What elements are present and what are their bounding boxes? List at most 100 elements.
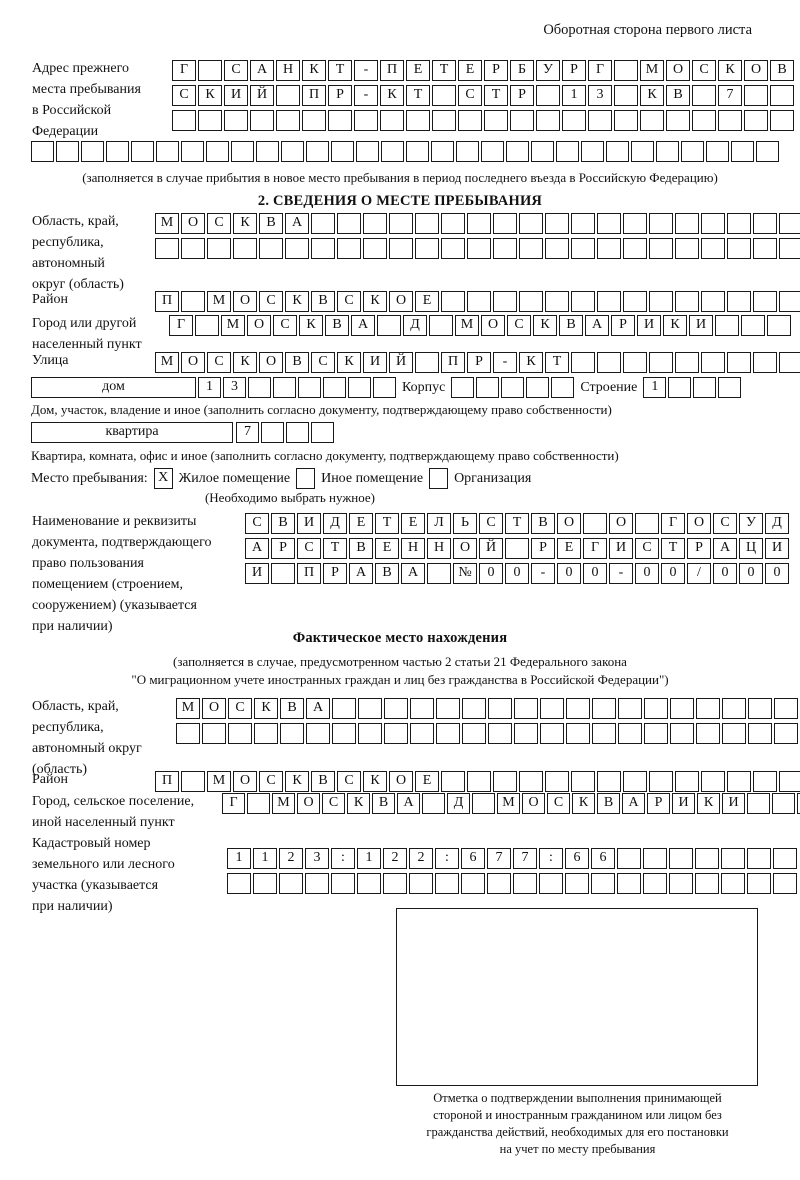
cell[interactable]: Р bbox=[531, 538, 555, 559]
cell[interactable]: К bbox=[663, 315, 687, 336]
cell[interactable] bbox=[670, 698, 694, 719]
cell[interactable]: О bbox=[181, 352, 205, 373]
cell[interactable]: П bbox=[441, 352, 465, 373]
cell[interactable]: С bbox=[172, 85, 196, 106]
cell[interactable] bbox=[206, 141, 229, 162]
cell[interactable]: : bbox=[435, 848, 459, 869]
cell[interactable] bbox=[779, 771, 800, 792]
cell[interactable] bbox=[337, 238, 361, 259]
previous-address-overflow-cells[interactable] bbox=[31, 141, 779, 162]
cell[interactable] bbox=[176, 723, 200, 744]
cell[interactable]: К bbox=[285, 771, 309, 792]
cell[interactable]: Р bbox=[328, 85, 352, 106]
cell[interactable] bbox=[481, 141, 504, 162]
cell[interactable] bbox=[256, 141, 279, 162]
cell[interactable] bbox=[614, 60, 638, 81]
cell[interactable] bbox=[701, 771, 725, 792]
cell[interactable] bbox=[753, 352, 777, 373]
cell[interactable] bbox=[747, 793, 770, 814]
cell[interactable] bbox=[727, 213, 751, 234]
cell[interactable] bbox=[337, 213, 361, 234]
cell[interactable] bbox=[441, 213, 465, 234]
cell[interactable]: У bbox=[536, 60, 560, 81]
stay-type-checkbox-organization[interactable] bbox=[429, 468, 449, 489]
cell[interactable]: М bbox=[176, 698, 200, 719]
cell[interactable] bbox=[231, 141, 254, 162]
cell[interactable] bbox=[467, 291, 491, 312]
cell[interactable]: Р bbox=[271, 538, 295, 559]
cell[interactable] bbox=[519, 213, 543, 234]
stamp-box[interactable] bbox=[396, 908, 758, 1086]
cell[interactable] bbox=[493, 213, 517, 234]
cell[interactable]: Т bbox=[505, 513, 529, 534]
cell[interactable] bbox=[779, 213, 800, 234]
cell[interactable] bbox=[756, 141, 779, 162]
cell[interactable]: И bbox=[224, 85, 248, 106]
cell[interactable] bbox=[618, 723, 642, 744]
cell[interactable]: О bbox=[744, 60, 768, 81]
cell[interactable]: В bbox=[349, 538, 373, 559]
cell[interactable] bbox=[488, 698, 512, 719]
cell[interactable] bbox=[562, 110, 586, 131]
cell[interactable]: С bbox=[322, 793, 345, 814]
flat-field-label[interactable]: квартира bbox=[31, 422, 233, 443]
cell[interactable]: С bbox=[207, 352, 231, 373]
cell[interactable] bbox=[519, 291, 543, 312]
cell[interactable] bbox=[540, 698, 564, 719]
cell[interactable] bbox=[363, 213, 387, 234]
cell[interactable]: С bbox=[692, 60, 716, 81]
cell[interactable] bbox=[571, 771, 595, 792]
cell[interactable]: Т bbox=[432, 60, 456, 81]
cell[interactable] bbox=[181, 291, 205, 312]
cell[interactable]: О bbox=[609, 513, 633, 534]
cell[interactable]: М bbox=[207, 771, 231, 792]
cell[interactable] bbox=[383, 873, 407, 894]
cell[interactable] bbox=[531, 141, 554, 162]
cell[interactable]: С bbox=[458, 85, 482, 106]
cell[interactable]: 1 bbox=[198, 377, 221, 398]
cell[interactable] bbox=[415, 238, 439, 259]
cell[interactable] bbox=[731, 141, 754, 162]
cell[interactable]: И bbox=[297, 513, 321, 534]
cell[interactable]: С bbox=[207, 213, 231, 234]
cell[interactable] bbox=[623, 238, 647, 259]
cell[interactable] bbox=[649, 238, 673, 259]
cell[interactable] bbox=[797, 793, 800, 814]
cell[interactable] bbox=[617, 848, 641, 869]
stay-type-checkbox-other[interactable] bbox=[296, 468, 316, 489]
cell[interactable] bbox=[649, 771, 673, 792]
cell[interactable]: К bbox=[718, 60, 742, 81]
cell[interactable]: М bbox=[155, 352, 179, 373]
cell[interactable]: 7 bbox=[236, 422, 259, 443]
cell[interactable] bbox=[545, 213, 569, 234]
cell[interactable]: - bbox=[493, 352, 517, 373]
cell[interactable]: Р bbox=[647, 793, 670, 814]
cell[interactable] bbox=[181, 238, 205, 259]
cell[interactable]: Е bbox=[557, 538, 581, 559]
cell[interactable] bbox=[462, 698, 486, 719]
cell-row[interactable]: 1 bbox=[643, 377, 742, 398]
cell[interactable] bbox=[566, 698, 590, 719]
cell[interactable] bbox=[358, 698, 382, 719]
cell[interactable] bbox=[462, 723, 486, 744]
cell[interactable] bbox=[472, 793, 495, 814]
cell[interactable] bbox=[779, 238, 800, 259]
cell[interactable]: О bbox=[453, 538, 477, 559]
cell[interactable] bbox=[701, 213, 725, 234]
cell[interactable]: К bbox=[347, 793, 370, 814]
cell[interactable]: Т bbox=[661, 538, 685, 559]
cell[interactable]: С bbox=[297, 538, 321, 559]
cell[interactable] bbox=[410, 698, 434, 719]
cell[interactable] bbox=[358, 723, 382, 744]
cell[interactable]: О bbox=[233, 771, 257, 792]
cell[interactable] bbox=[591, 873, 615, 894]
cell[interactable] bbox=[506, 141, 529, 162]
